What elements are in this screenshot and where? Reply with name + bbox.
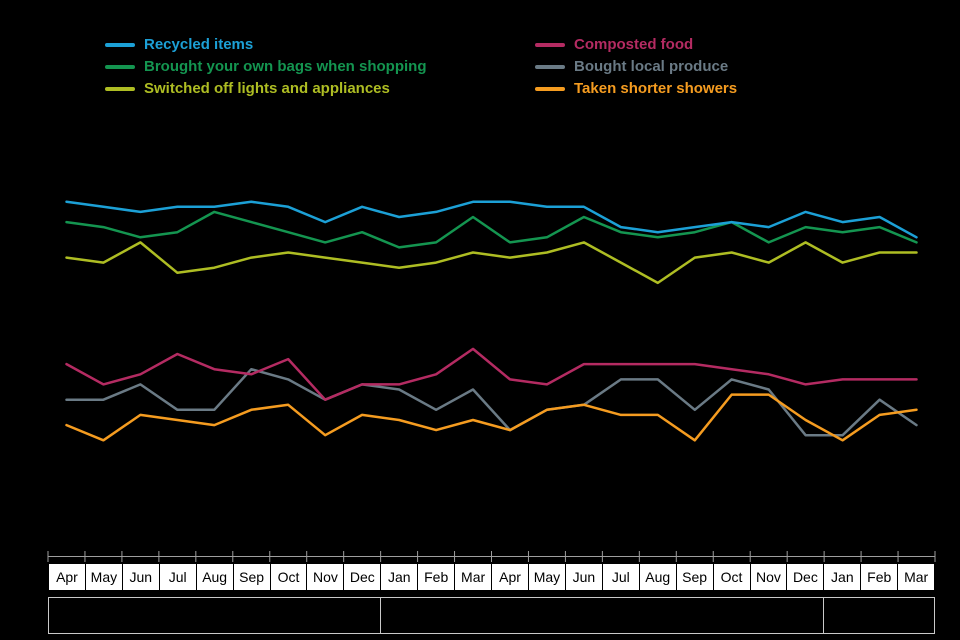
legend-label: Switched off lights and appliances (144, 80, 390, 97)
month-label: May (84, 563, 123, 591)
month-label: Oct (269, 563, 308, 591)
legend-line-swatch-icon (535, 42, 565, 47)
x-axis-month-labels: Apr May Jun Jul Aug Sep Oct Nov Dec Jan Feb Mar Apr M… (48, 563, 936, 591)
month-label: Dec (343, 563, 382, 591)
legend-label: Composted food (574, 36, 694, 53)
month-label: Jul (158, 563, 197, 591)
legend-label: Bought local produce (574, 58, 729, 75)
month-label: Jan (823, 563, 862, 591)
month-label: Sep (232, 563, 271, 591)
month-label: Nov (306, 563, 345, 591)
month-label: Apr (491, 563, 529, 591)
legend-line-swatch-icon (105, 64, 135, 69)
legend-line-swatch-icon (105, 86, 135, 91)
month-label: Nov (749, 563, 788, 591)
month-label: Jul (601, 563, 640, 591)
legend-item-brought-your-own-bags-when-shopping: Brought your own bags when shopping (105, 58, 426, 75)
line-taken-shorter-showers (65, 393, 918, 442)
month-label: Dec (786, 563, 825, 591)
month-label: May (527, 563, 566, 591)
legend-item-recycled-items: Recycled items (105, 36, 426, 53)
line-bought-local-produce (65, 367, 918, 437)
legend-label: Recycled items (144, 36, 254, 53)
line-switched-off-lights-and-appliances (65, 241, 918, 285)
line-composted-food (65, 347, 918, 401)
legend-label: Brought your own bags when shopping (144, 58, 427, 75)
month-label: Aug (195, 563, 234, 591)
legend-column-left: Recycled items Brought your own bags when… (105, 36, 426, 97)
legend-line-swatch-icon (535, 64, 565, 69)
legend-item-composted-food: Composted food (535, 36, 737, 53)
legend-item-switched-off-lights-and-appliances: Switched off lights and appliances (105, 80, 426, 97)
month-label: Oct (712, 563, 751, 591)
month-label: Jun (564, 563, 603, 591)
year-group (48, 597, 382, 634)
legend-column-right: Composted food Bought local produce Taken … (535, 36, 737, 97)
month-label: Mar (897, 563, 936, 591)
month-label: Jun (121, 563, 160, 591)
line-recycled-items (65, 200, 918, 239)
legend-line-swatch-icon (105, 42, 135, 47)
year-group (380, 597, 824, 634)
month-label: Aug (638, 563, 677, 591)
month-label: Mar (454, 563, 493, 591)
legend-item-bought-local-produce: Bought local produce (535, 58, 737, 75)
legend-label: Taken shorter showers (574, 80, 738, 97)
legend-line-swatch-icon (535, 86, 565, 91)
month-label: Sep (675, 563, 714, 591)
month-label: Feb (417, 563, 456, 591)
line-brought-your-own-bags-when-shopping (65, 210, 918, 249)
x-axis-year-groups (48, 597, 935, 634)
year-group (822, 597, 935, 634)
month-label: Feb (860, 563, 899, 591)
month-label: Apr (48, 563, 86, 591)
month-label: Jan (380, 563, 419, 591)
legend-item-taken-shorter-showers: Taken shorter showers (535, 80, 737, 97)
